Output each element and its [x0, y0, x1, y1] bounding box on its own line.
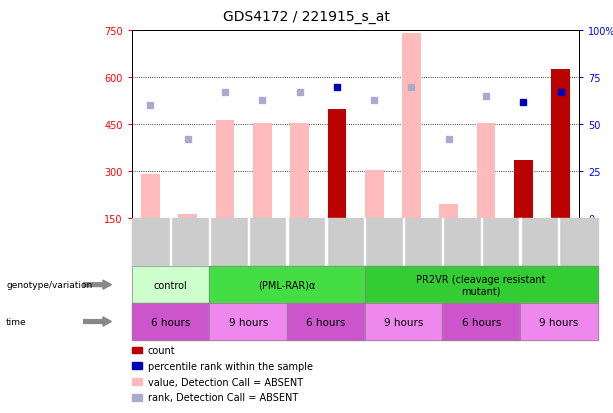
FancyArrow shape: [83, 317, 112, 326]
Bar: [514, 161, 533, 219]
Text: 9 hours: 9 hours: [539, 317, 579, 327]
Bar: [253, 123, 272, 219]
Text: 6 hours: 6 hours: [462, 317, 501, 327]
Text: count: count: [148, 345, 175, 355]
FancyArrow shape: [83, 280, 112, 290]
Text: rank, Detection Call = ABSENT: rank, Detection Call = ABSENT: [148, 392, 298, 402]
Bar: [551, 70, 570, 219]
Text: percentile rank within the sample: percentile rank within the sample: [148, 361, 313, 371]
Text: 9 hours: 9 hours: [229, 317, 268, 327]
Text: control: control: [154, 280, 188, 290]
Text: (PML-RAR)α: (PML-RAR)α: [259, 280, 316, 290]
Bar: [291, 123, 309, 219]
Text: 6 hours: 6 hours: [151, 317, 190, 327]
Bar: [141, 175, 160, 219]
Bar: [216, 120, 234, 219]
Bar: [440, 205, 458, 219]
Bar: [178, 214, 197, 219]
Text: GDS4172 / 221915_s_at: GDS4172 / 221915_s_at: [223, 10, 390, 24]
Text: time: time: [6, 317, 27, 326]
Bar: [327, 109, 346, 219]
Bar: [402, 34, 421, 219]
Text: value, Detection Call = ABSENT: value, Detection Call = ABSENT: [148, 377, 303, 387]
Bar: [477, 123, 495, 219]
Bar: [365, 170, 384, 219]
Text: PR2VR (cleavage resistant
mutant): PR2VR (cleavage resistant mutant): [416, 274, 546, 296]
Text: 9 hours: 9 hours: [384, 317, 423, 327]
Text: 6 hours: 6 hours: [306, 317, 346, 327]
Text: genotype/variation: genotype/variation: [6, 280, 93, 290]
